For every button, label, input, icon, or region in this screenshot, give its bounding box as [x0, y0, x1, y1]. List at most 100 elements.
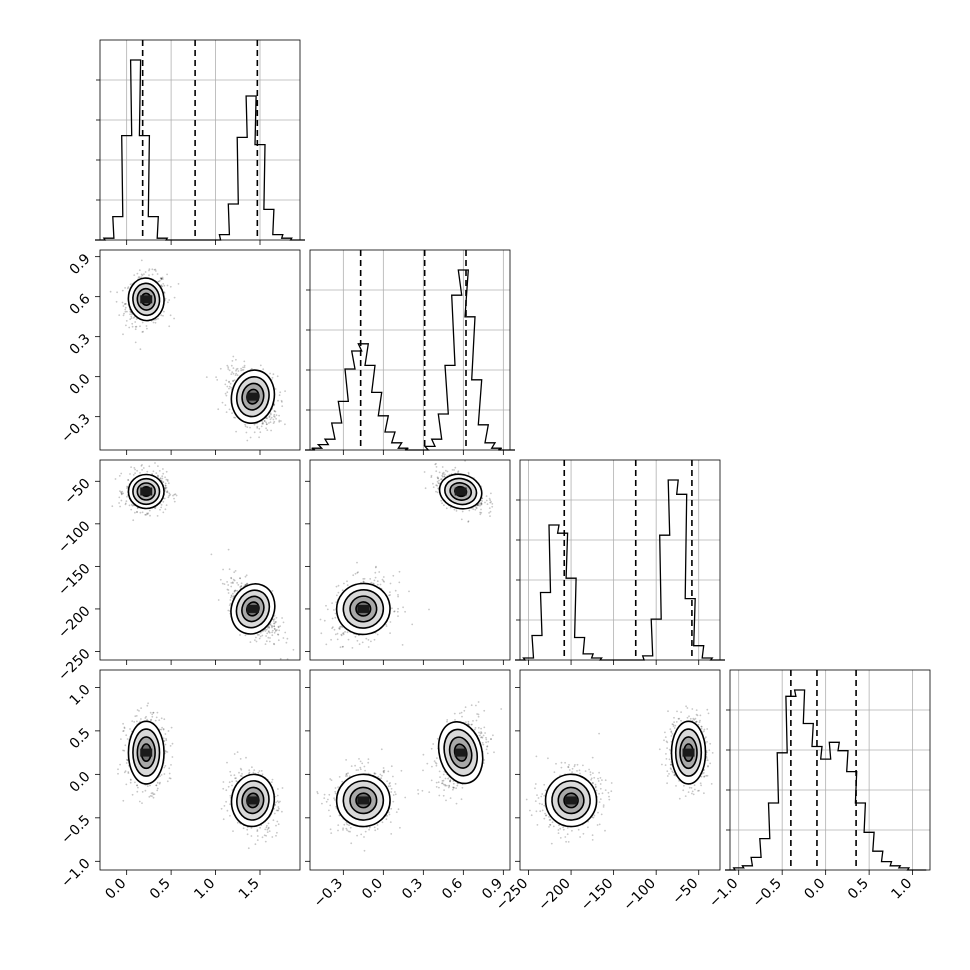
sample-point: [162, 314, 164, 317]
sample-point: [256, 835, 259, 837]
sample-point: [277, 823, 280, 826]
sample-point: [237, 584, 240, 586]
sample-point: [480, 503, 483, 506]
sample-point: [367, 639, 370, 641]
sample-point: [127, 479, 130, 481]
sample-point: [126, 495, 128, 498]
sample-point: [247, 847, 250, 850]
sample-point: [345, 759, 347, 761]
sample-point: [397, 595, 399, 598]
sample-point: [151, 273, 154, 276]
sample-point: [281, 617, 283, 619]
sample-point: [131, 325, 134, 328]
sample-point: [161, 276, 164, 279]
sample-point: [253, 431, 256, 434]
sample-point: [467, 471, 470, 474]
sample-point: [263, 420, 266, 423]
sample-point: [346, 775, 348, 777]
sample-point: [131, 793, 134, 796]
sample-point: [216, 379, 219, 381]
sample-point: [265, 421, 267, 424]
sample-point: [157, 465, 159, 467]
sample-point: [163, 497, 166, 500]
sample-point: [275, 629, 277, 632]
sample-point: [219, 578, 222, 581]
sample-point: [277, 626, 280, 629]
sample-point: [398, 581, 401, 584]
sample-point: [173, 497, 175, 500]
sample-point: [125, 734, 128, 737]
sample-point: [374, 566, 377, 569]
sample-point: [160, 284, 163, 287]
sample-point: [168, 772, 171, 775]
sample-point: [129, 283, 132, 286]
scatter-panel-0-3: [99, 669, 301, 871]
sample-point: [270, 413, 272, 416]
sample-point: [153, 268, 156, 271]
sample-point: [359, 768, 362, 771]
sample-point: [127, 772, 130, 774]
sample-point: [364, 769, 366, 772]
sample-point: [336, 632, 339, 635]
density-peak: [246, 796, 259, 805]
sample-point: [279, 800, 281, 803]
sample-point: [349, 826, 352, 829]
sample-point: [271, 836, 274, 838]
sample-point: [256, 425, 259, 428]
sample-point: [240, 585, 243, 588]
sample-point: [367, 646, 370, 648]
sample-point: [383, 771, 385, 774]
sample-point: [225, 789, 228, 792]
sample-point: [250, 367, 253, 370]
sample-point: [231, 581, 234, 584]
sample-point: [376, 824, 379, 826]
sample-point: [361, 641, 364, 644]
sample-point: [162, 283, 165, 285]
sample-point: [328, 809, 330, 812]
sample-point: [346, 584, 349, 586]
sample-point: [169, 314, 172, 317]
sample-point: [267, 827, 270, 830]
sample-point: [280, 399, 283, 402]
sample-point: [346, 823, 349, 826]
sample-point: [248, 772, 250, 775]
sample-point: [438, 482, 441, 485]
sample-point: [157, 475, 160, 477]
sample-point: [134, 781, 136, 784]
sample-point: [165, 491, 168, 493]
sample-point: [461, 510, 464, 513]
sample-point: [332, 626, 334, 628]
sample-point: [173, 296, 176, 299]
panel-frame: [99, 669, 301, 871]
sample-point: [382, 771, 385, 773]
sample-point: [331, 627, 333, 630]
sample-point: [273, 415, 275, 418]
sample-point: [246, 439, 249, 442]
sample-point: [370, 640, 372, 643]
sample-point: [256, 633, 259, 636]
sample-point: [340, 633, 343, 636]
sample-point: [467, 520, 470, 523]
sample-point: [129, 313, 132, 316]
sample-point: [359, 766, 362, 769]
sample-point: [147, 512, 150, 515]
sample-point: [249, 641, 252, 643]
sample-point: [124, 503, 127, 506]
sample-point: [335, 585, 338, 588]
sample-point: [390, 833, 393, 835]
sample-point: [155, 472, 158, 474]
sample-point: [222, 568, 225, 571]
sample-point: [160, 728, 163, 731]
sample-point: [147, 702, 150, 705]
sample-point: [389, 821, 392, 823]
sample-point: [356, 561, 358, 564]
sample-point: [373, 579, 376, 582]
sample-point: [266, 831, 269, 833]
sample-point: [268, 626, 271, 629]
sample-point: [271, 629, 274, 632]
density-peak: [140, 487, 153, 496]
sample-point: [242, 366, 244, 369]
sample-point: [265, 640, 268, 643]
sample-point: [146, 327, 148, 330]
